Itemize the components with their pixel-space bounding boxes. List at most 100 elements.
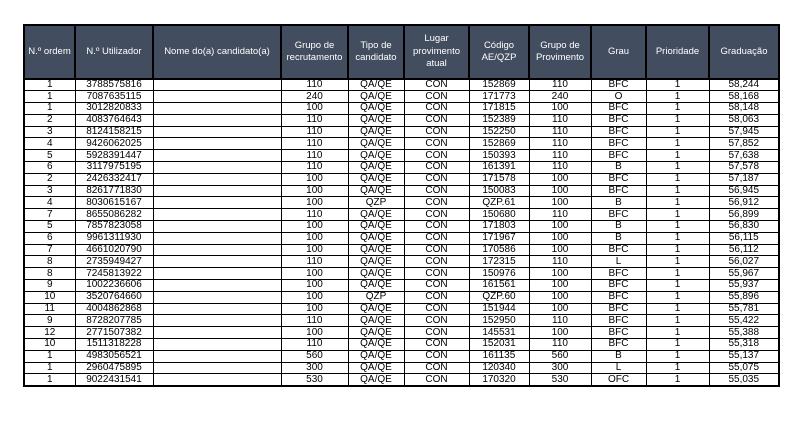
table-cell: QA/QE [347,243,405,257]
table-cell: 11 [23,302,76,316]
table-cell: QA/QE [347,220,405,233]
table-cell: 56,115 [708,231,780,245]
table-cell: 6 [23,231,76,245]
table-cell: 4983056521 [74,349,154,363]
table-cell: 100 [528,102,592,115]
table-cell: 100 [280,196,349,210]
table-cell: 100 [280,220,349,233]
table-cell: 110 [528,338,592,351]
table-cell: 100 [280,243,349,257]
table-cell [152,196,282,210]
table-cell: 110 [528,161,592,174]
table-cell [152,172,282,186]
table-cell: 3 [23,184,76,198]
table-cell: 5928391447 [74,149,154,163]
table-cell: 110 [528,78,592,92]
table-row: 1 4983056521 560 QA/QE CON 161135 560 B 1 55,137 [23,349,780,363]
table-cell: 1 [645,102,710,115]
table-cell [152,125,282,139]
table-cell: 110 [528,125,592,139]
table-cell: 100 [528,267,592,281]
table-cell: 151944 [468,302,530,316]
table-cell: 56,912 [708,196,780,210]
table-cell: 530 [528,373,592,387]
table-cell [152,102,282,115]
table-cell [152,208,282,222]
table-cell: CON [403,302,470,316]
table-cell: 100 [528,184,592,198]
table-cell: 100 [280,184,349,198]
table-cell: QA/QE [347,338,405,351]
table-cell: CON [403,172,470,186]
table-row: 1 3012820833 100 QA/QE CON 171815 100 BFC 1 58,14… [23,102,780,115]
table-cell: 1 [645,78,710,92]
table-cell: 5 [23,220,76,233]
table-cell: CON [403,314,470,328]
table-cell: 110 [280,208,349,222]
column-header: N.º ordem [23,24,76,80]
table-cell: 170320 [468,373,530,387]
table-cell: QA/QE [347,208,405,222]
table-cell: 100 [528,279,592,292]
table-cell: 1 [645,196,710,210]
table-row: 1 3788575816 110 QA/QE CON 152869 110 BFC 1 58,24… [23,78,780,92]
table-row: 6 9961311930 100 QA/QE CON 171967 100 B 1 56,115 [23,231,780,245]
table-cell: QA/QE [347,172,405,186]
table-cell: 55,388 [708,326,780,340]
table-row: 5 5928391447 110 QA/QE CON 150393 110 BFC 1 57,63… [23,149,780,163]
table-cell: 1 [645,231,710,245]
table-cell: 110 [528,149,592,163]
table-cell: 150976 [468,267,530,281]
table-cell: 1 [645,290,710,304]
table-cell: 10 [23,338,76,351]
table-row: 2 2426332417 100 QA/QE CON 171578 100 BFC 1 57,18… [23,172,780,186]
table-cell: 1 [645,373,710,387]
table-cell: QA/QE [347,361,405,375]
table-cell: 170586 [468,243,530,257]
table-cell: 6 [23,161,76,174]
table-cell: 55,075 [708,361,780,375]
table-cell: CON [403,78,470,92]
table-cell: QA/QE [347,314,405,328]
table-cell: CON [403,113,470,127]
table-row: 12 2771507382 100 QA/QE CON 145531 100 BFC 1 55,3… [23,326,780,340]
table-cell: QA/QE [347,137,405,151]
table-cell: 4004862868 [74,302,154,316]
table-cell: 161135 [468,349,530,363]
table-cell: 7 [23,243,76,257]
table-cell: 100 [280,279,349,292]
table-cell: CON [403,326,470,340]
table-cell: 3 [23,125,76,139]
table-cell: 560 [280,349,349,363]
table-cell: BFC [590,78,647,92]
table-cell: 57,852 [708,137,780,151]
table-cell: 9426062025 [74,137,154,151]
table-cell: BFC [590,338,647,351]
table-cell: 55,137 [708,349,780,363]
table-row: 9 1002236606 100 QA/QE CON 161561 100 BFC 1 55,93… [23,279,780,292]
table-cell [152,243,282,257]
table-cell: CON [403,220,470,233]
column-header: N.º Utilizador [74,24,154,80]
table-cell: 171815 [468,102,530,115]
table-cell: 3520764660 [74,290,154,304]
table-cell: BFC [590,208,647,222]
table-cell: B [590,231,647,245]
table-cell: QA/QE [347,279,405,292]
table-cell [152,137,282,151]
table-cell: 9022431541 [74,373,154,387]
table-cell: CON [403,184,470,198]
table-cell: BFC [590,137,647,151]
table-cell: QA/QE [347,255,405,269]
table-cell: 55,781 [708,302,780,316]
table-cell: 1 [645,243,710,257]
table-cell: QA/QE [347,231,405,245]
table-cell [152,302,282,316]
table-cell: CON [403,161,470,174]
table-cell: CON [403,137,470,151]
table-cell: 110 [528,137,592,151]
table-cell: 100 [528,302,592,316]
table-cell: CON [403,267,470,281]
table-cell: 152389 [468,113,530,127]
table-cell: 1 [23,361,76,375]
